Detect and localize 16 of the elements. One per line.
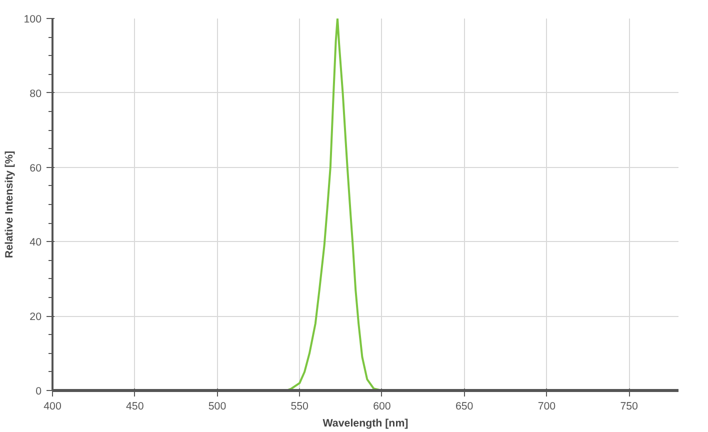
x-tick-label: 400 [44, 400, 62, 412]
y-tick-label: 40 [30, 236, 42, 249]
x-tick-label: 450 [126, 400, 144, 412]
x-tick-label: 550 [290, 400, 309, 412]
x-tick-label: 750 [620, 400, 638, 412]
x-tick-label: 700 [538, 400, 556, 412]
y-tick-label: 60 [30, 162, 42, 174]
x-axis-title: Wavelength [nm] [322, 418, 408, 430]
x-tick-label: 600 [373, 400, 391, 412]
y-tick-label: 0 [36, 386, 42, 398]
y-tick-label: 100 [24, 14, 42, 26]
x-tick-label: 500 [208, 400, 226, 412]
x-tick-label: 650 [455, 400, 474, 412]
y-axis-title: Relative Intensity [%] [4, 150, 16, 258]
y-tick-label: 80 [30, 88, 42, 100]
y-tick-label: 20 [30, 311, 42, 324]
